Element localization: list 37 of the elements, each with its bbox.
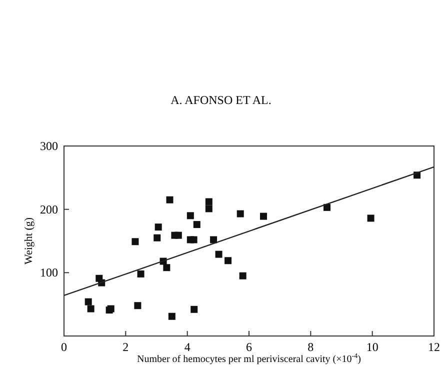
point: [205, 198, 212, 206]
x-tick-label: 6: [246, 340, 252, 354]
x-tick-label: 2: [122, 340, 129, 354]
point: [210, 236, 218, 244]
point: [236, 210, 244, 218]
point: [190, 236, 198, 244]
y-tick-label: 300: [40, 139, 58, 153]
point: [215, 250, 222, 258]
point: [154, 224, 162, 231]
x-tick-label: 0: [61, 340, 67, 354]
x-tick-label: 8: [308, 340, 314, 354]
point: [87, 305, 94, 312]
point: [239, 272, 246, 280]
point: [166, 196, 174, 204]
point: [168, 312, 176, 320]
point: [224, 257, 232, 264]
point: [205, 205, 212, 212]
y-axis-title: Weight (g): [23, 217, 35, 265]
point: [134, 302, 142, 310]
point: [154, 234, 161, 242]
point: [260, 212, 267, 220]
point: [163, 264, 170, 272]
text: A. AFONSO ET AL.: [170, 93, 272, 107]
point: [193, 221, 200, 228]
point: [186, 212, 194, 220]
point: [190, 306, 198, 313]
y-tick-label: 100: [40, 266, 58, 280]
point: [174, 232, 182, 239]
point: [84, 298, 92, 306]
point: [367, 214, 374, 222]
x-axis-title: Number of hemocytes per ml perivisceral cavity (×10$^{-4}$): [137, 352, 361, 365]
point: [137, 270, 144, 278]
x-tick-label: 4: [184, 340, 190, 354]
x-tick-label: 12: [428, 340, 440, 354]
point: [132, 238, 139, 246]
y-tick-label: 200: [40, 202, 58, 216]
x-tick-label: 10: [366, 340, 378, 354]
